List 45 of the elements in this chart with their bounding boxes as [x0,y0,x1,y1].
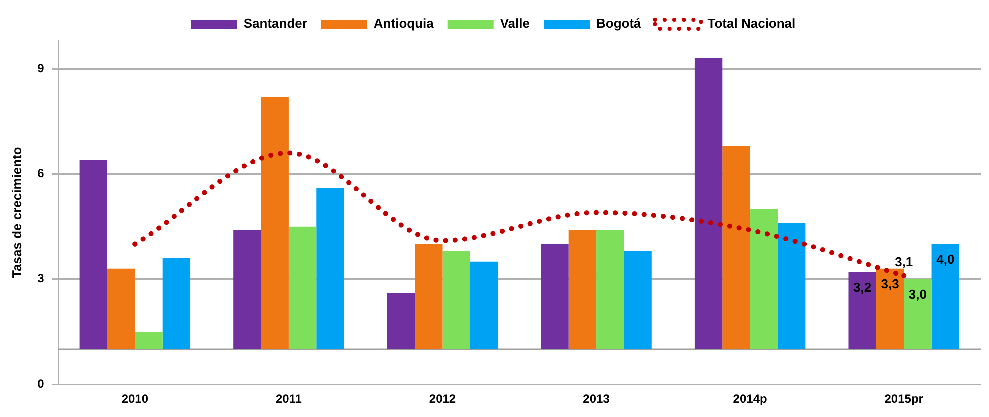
x-tick-label: 2011 [276,392,302,406]
bar [722,146,750,350]
bar [778,223,806,350]
x-tick-label: 2014p [733,392,768,406]
bar [750,209,778,350]
x-tick-label: 2013 [583,392,610,406]
data-label: 4,0 [936,252,955,267]
bar [288,226,317,350]
data-label: 3,3 [881,276,900,292]
bar [848,272,876,350]
legend-label: Valle [500,16,530,32]
bar [415,244,443,350]
bar [107,268,136,350]
bar [541,244,569,350]
bar [904,279,932,350]
legend-label: Antioquia [374,16,435,32]
x-tick-label: 2010 [122,392,149,406]
bar [316,188,344,350]
bar [261,97,289,350]
bar [876,268,904,350]
x-tick-label: 2015pr [884,392,924,406]
data-label: 3,2 [854,280,872,295]
bar [624,251,652,350]
y-tick-label: 6 [38,166,45,181]
data-label: 3,0 [908,286,927,302]
y-tick-label: 0 [38,376,45,391]
bar [80,160,108,350]
data-label: 3,1 [895,254,914,270]
y-axis-title: Tasas de crecimiento [9,147,24,278]
bar [387,293,416,350]
bar [234,230,262,350]
legend-label: Total Nacional [708,16,796,32]
bar [162,258,191,350]
x-tick-label: 2012 [429,392,456,406]
y-tick-label: 9 [38,61,45,76]
bar [470,262,498,350]
legend-label: Bogotá [596,16,642,32]
bar [135,332,163,350]
bar [568,230,597,350]
bar [694,58,723,350]
legend-label: Santander [244,16,308,32]
bar [596,230,624,350]
bar [932,244,960,350]
bar [442,251,470,350]
y-tick-label: 3 [38,272,45,286]
